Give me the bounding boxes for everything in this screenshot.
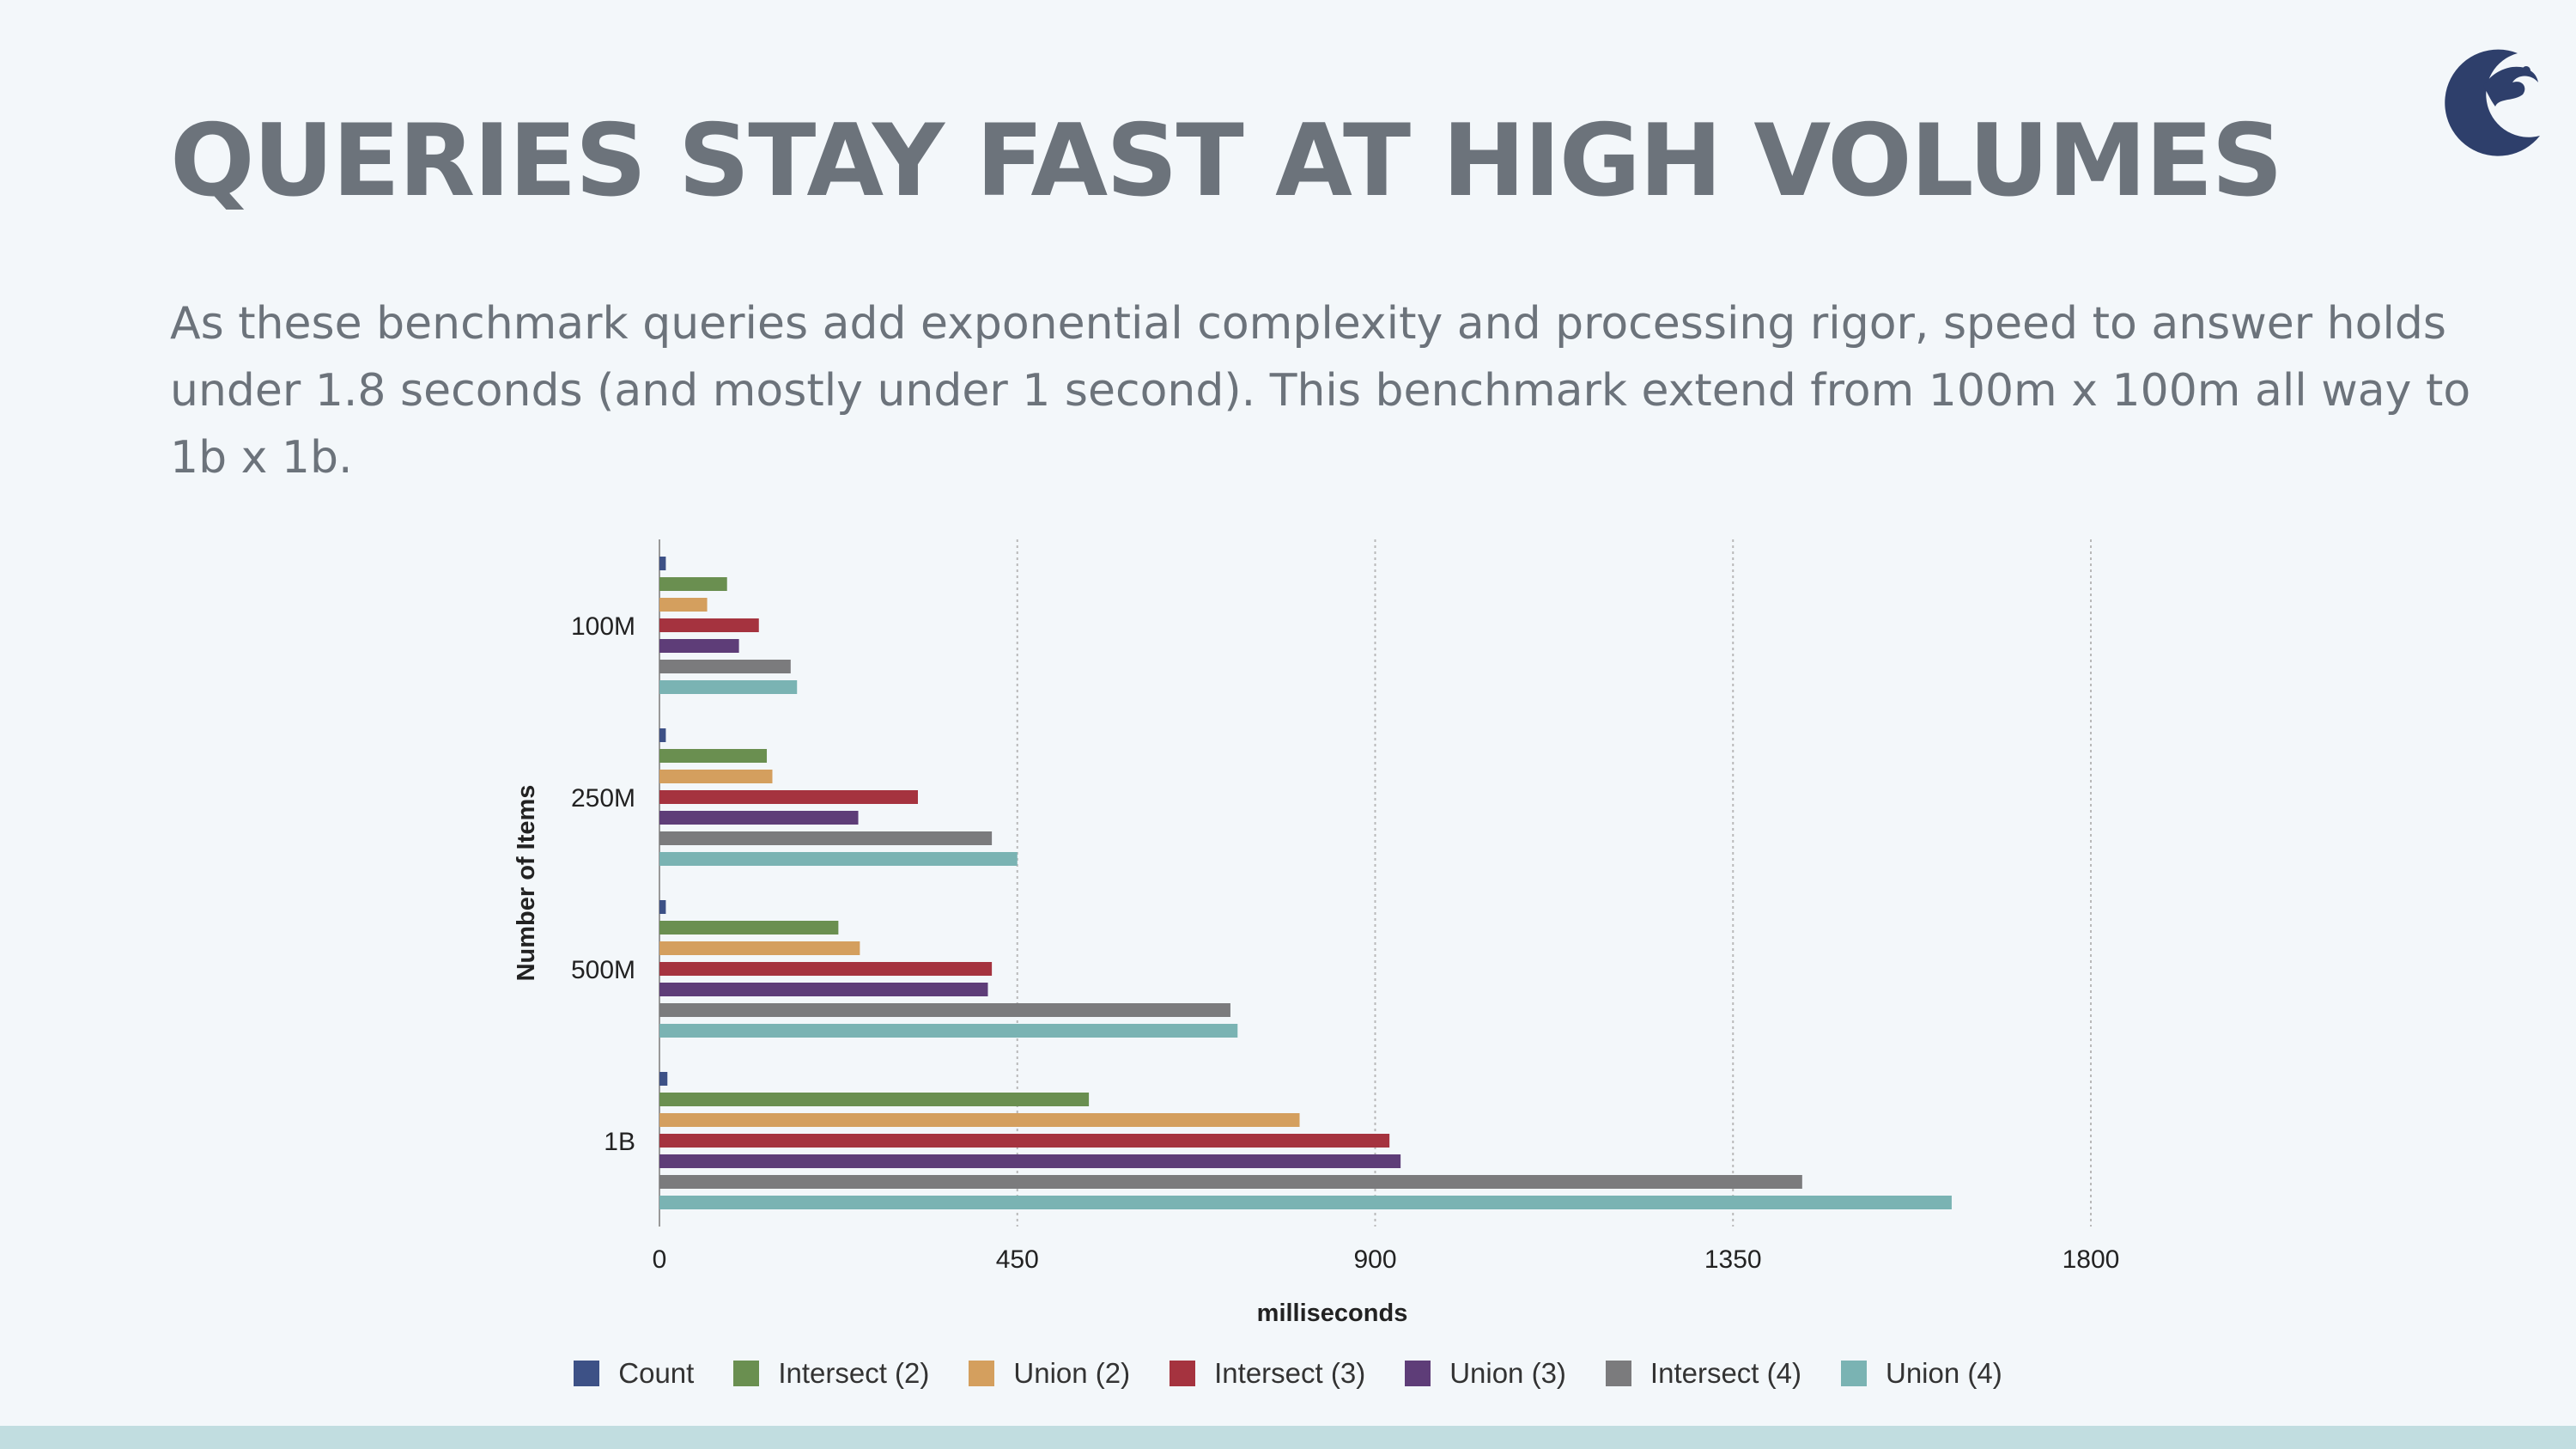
bar: [659, 941, 860, 955]
chart-legend: Count Intersect (2) Union (2) Intersect (3)…: [0, 1357, 2576, 1390]
legend-label: Intersect (3): [1214, 1357, 1366, 1389]
y-category-label: 1B: [604, 1128, 635, 1156]
slide-title: QUERIES STAY FAST AT HIGH VOLUMES: [170, 103, 2283, 219]
x-tick-label: 0: [653, 1245, 667, 1274]
bar: [659, 728, 666, 742]
bar: [659, 831, 993, 845]
legend-label: Intersect (4): [1649, 1357, 1801, 1389]
bottom-band: [0, 1426, 2576, 1449]
bar: [659, 1134, 1390, 1148]
legend-swatch: [1170, 1361, 1196, 1386]
x-axis-title: milliseconds: [1257, 1300, 1408, 1327]
bar: [659, 1072, 668, 1086]
x-tick-label: 450: [996, 1245, 1039, 1274]
bar: [659, 790, 918, 804]
legend-swatch: [574, 1361, 600, 1386]
bar: [659, 1024, 1238, 1038]
y-axis-title: Number of Items: [513, 785, 540, 982]
legend-item: Count: [574, 1357, 694, 1390]
bar: [659, 1154, 1401, 1168]
y-category-label: 500M: [571, 956, 635, 984]
bar: [659, 770, 773, 783]
crescent-wave-logo-icon: [2445, 49, 2540, 156]
legend-label: Count: [618, 1357, 695, 1389]
x-tick-label: 900: [1353, 1245, 1396, 1274]
bar: [659, 921, 839, 935]
bar: [659, 900, 666, 914]
legend-swatch: [1840, 1361, 1867, 1386]
legend-label: Intersect (2): [778, 1357, 930, 1389]
slide-subtitle: As these benchmark queries add exponenti…: [170, 298, 2471, 484]
bar: [659, 962, 993, 976]
y-category-label: 250M: [571, 784, 635, 813]
bar: [659, 749, 768, 763]
legend-label: Union (3): [1449, 1357, 1566, 1389]
legend-item: Union (2): [969, 1357, 1130, 1390]
bar: [659, 639, 739, 653]
y-category-label: 100M: [571, 612, 635, 641]
legend-item: Intersect (4): [1605, 1357, 1801, 1390]
legend-swatch: [1405, 1361, 1431, 1386]
bar: [659, 983, 988, 996]
bar: [659, 1175, 1802, 1189]
bar: [659, 1003, 1230, 1017]
legend-swatch: [1605, 1361, 1631, 1386]
bar: [659, 811, 859, 825]
legend-item: Union (3): [1405, 1357, 1566, 1390]
bar: [659, 852, 1018, 866]
bar: [659, 557, 666, 570]
legend-item: Intersect (3): [1170, 1357, 1365, 1390]
legend-label: Union (4): [1885, 1357, 2002, 1389]
bar: [659, 577, 727, 591]
x-tick-label: 1350: [1704, 1245, 1762, 1274]
legend-item: Intersect (2): [733, 1357, 929, 1390]
legend-swatch: [969, 1361, 995, 1386]
bar: [659, 618, 759, 632]
bar: [659, 1113, 1300, 1127]
bar: [659, 680, 798, 694]
legend-item: Union (4): [1840, 1357, 2002, 1390]
bar: [659, 598, 708, 612]
x-tick-label: 1800: [2063, 1245, 2120, 1274]
legend-swatch: [733, 1361, 760, 1386]
legend-label: Union (2): [1013, 1357, 1131, 1389]
bar: [659, 1196, 1952, 1209]
bar: [659, 1093, 1090, 1106]
bar: [659, 660, 791, 673]
